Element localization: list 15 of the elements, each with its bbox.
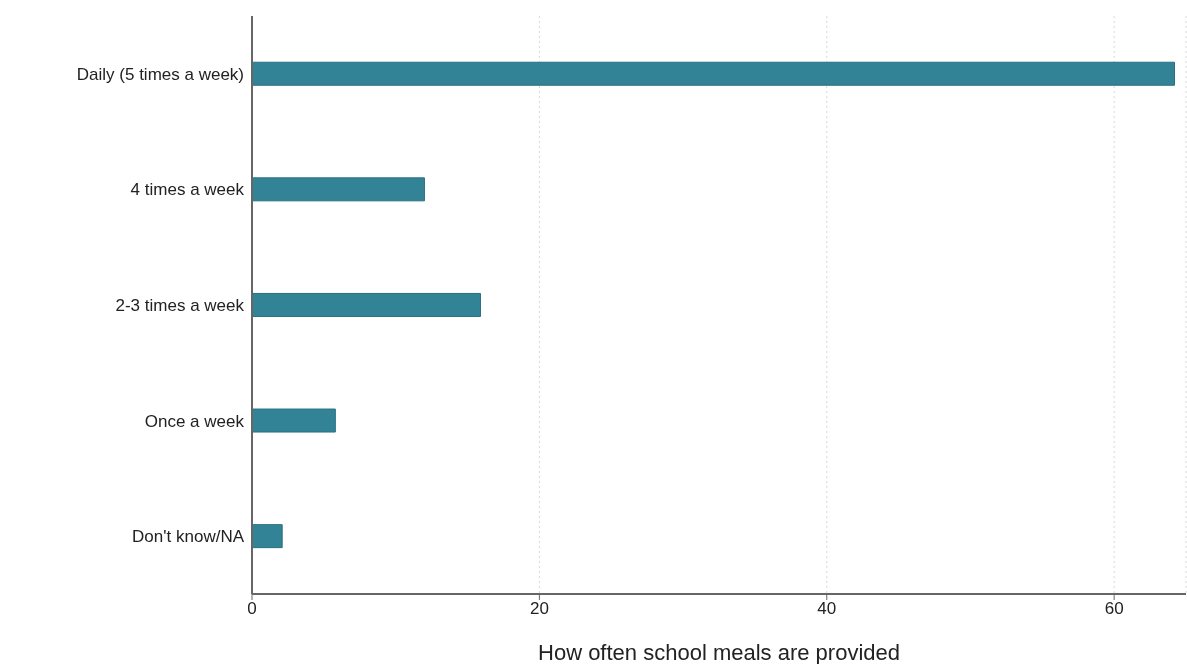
x-axis-title: How often school meals are provided xyxy=(538,640,900,664)
x-tick-label: 20 xyxy=(529,599,549,619)
y-tick-label: 4 times a week xyxy=(130,180,245,200)
x-tick-label: 0 xyxy=(247,599,257,619)
y-tick-label: 2-3 times a week xyxy=(115,296,245,316)
bar xyxy=(252,292,481,317)
y-tick-label: Once a week xyxy=(144,411,245,431)
x-tick-label: 60 xyxy=(1104,599,1124,619)
bar xyxy=(252,177,425,202)
bar xyxy=(252,524,283,549)
y-tick-label: Don't know/NA xyxy=(132,527,245,547)
x-tick-label: 40 xyxy=(817,599,837,619)
y-tick-label: Daily (5 times a week) xyxy=(76,64,244,84)
bar xyxy=(252,408,336,433)
bar xyxy=(252,61,1175,86)
